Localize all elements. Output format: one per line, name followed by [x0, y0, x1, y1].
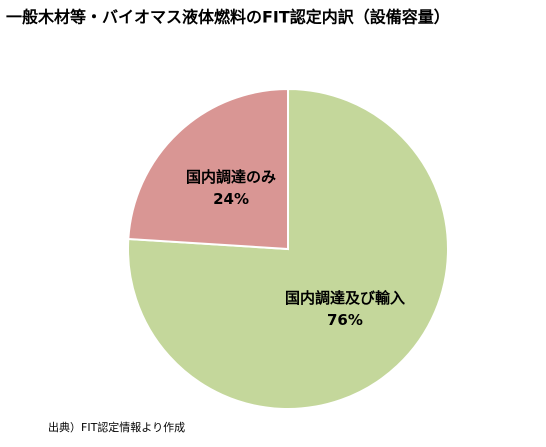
value-label: 24% — [213, 190, 249, 208]
slice-label: 国内調達及び輸入 — [285, 289, 405, 307]
source-note: 出典）FIT認定情報より作成 — [48, 420, 185, 434]
pie-slice — [127, 87, 289, 251]
slice-label: 国内調達のみ — [186, 168, 276, 186]
value-label: 76% — [327, 311, 363, 329]
chart-title: 一般木材等・バイオマス液体燃料のFIT認定内訳（設備容量） — [6, 8, 450, 27]
